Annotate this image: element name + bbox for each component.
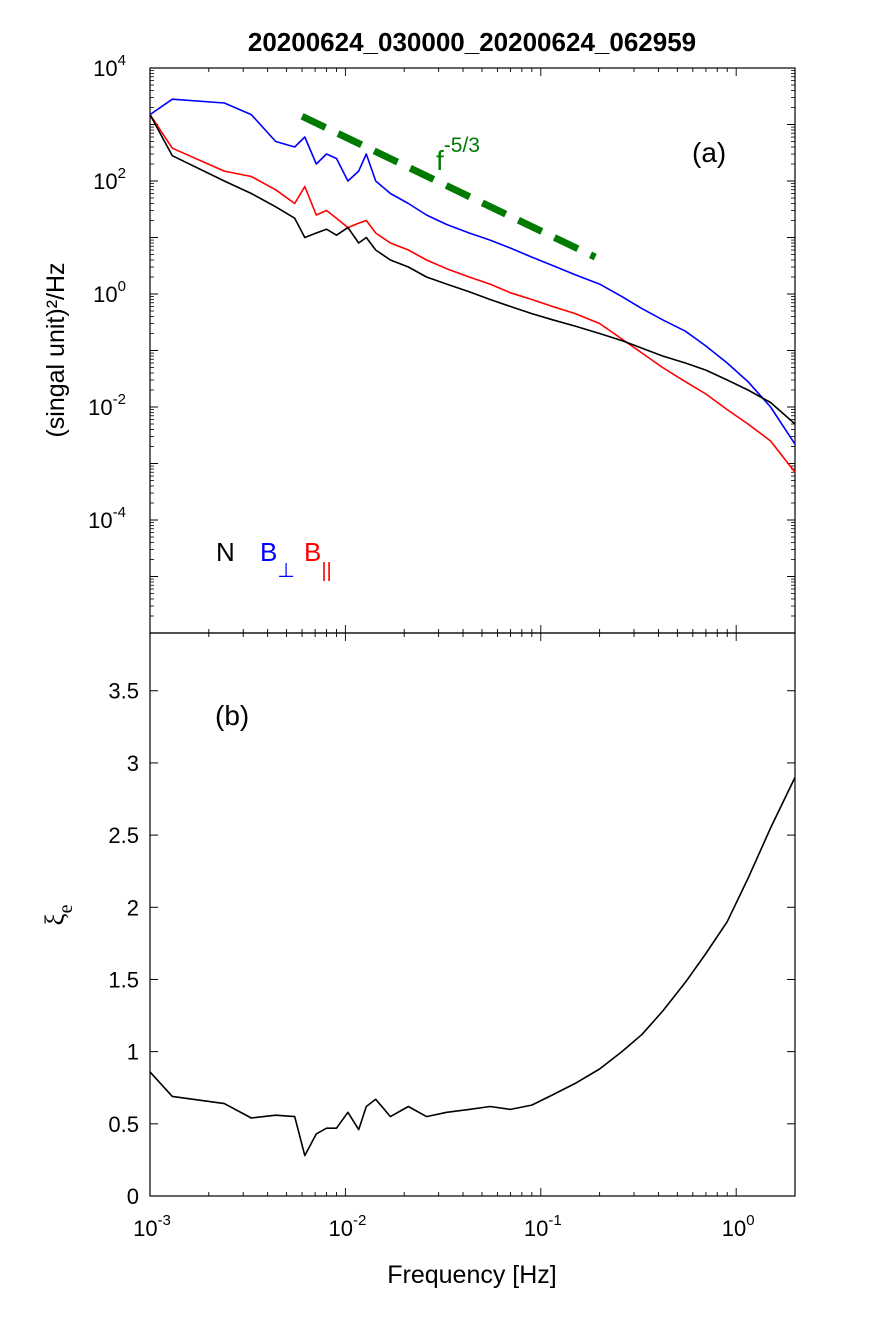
y-tick-label-b: 0 — [127, 1184, 139, 1209]
panel-b-frame — [149, 632, 796, 1197]
y-tick-label-a-base: 10 — [88, 395, 112, 420]
x-tick-label-base: 10 — [722, 1216, 746, 1241]
y-tick-label-b: 3 — [127, 751, 139, 776]
panel-a-series — [149, 98, 796, 473]
legend-entry-b-par-sub: || — [321, 560, 331, 582]
y-tick-label-a: 10-2 — [88, 391, 126, 420]
x-tick-label-base: 10 — [133, 1216, 157, 1241]
panel-b-label: (b) — [215, 700, 249, 731]
y-tick-label-a-base: 10 — [88, 508, 112, 533]
x-tick-label-exp: -3 — [158, 1212, 171, 1229]
y-tick-label-a-base: 10 — [93, 169, 117, 194]
x-tick-label-exp: 0 — [746, 1212, 754, 1229]
x-tick-label-base: 10 — [328, 1216, 352, 1241]
reference-slope-label-main: f — [436, 145, 444, 176]
panel-b-y-ticks: 0 0.5 1 1.5 2 2.5 3 3.5 — [108, 679, 795, 1209]
legend-entry-b-perp-sub: ⊥ — [277, 560, 294, 582]
chart-title: 20200624_030000_20200624_062959 — [248, 27, 696, 57]
series-line-a-0 — [149, 98, 796, 445]
y-tick-label-a-exp: 4 — [118, 52, 126, 69]
y-tick-label-a: 10-4 — [88, 504, 126, 533]
x-tick-label: 10-2 — [328, 1212, 366, 1241]
series-line-a-2 — [149, 114, 796, 425]
legend-entry-b-perp-main: B — [260, 537, 277, 567]
panel-b-x-ticks: 10-3 10-2 10-1 100 — [133, 633, 796, 1241]
reference-slope-line — [300, 113, 597, 261]
y-tick-label-a: 102 — [93, 165, 126, 194]
x-axis-label: Frequency [Hz] — [387, 1261, 557, 1289]
y-tick-label-b: 1.5 — [108, 967, 139, 992]
x-tick-label: 10-3 — [133, 1212, 171, 1241]
y-tick-label-b: 3.5 — [108, 679, 139, 704]
legend-entry-n-main: N — [216, 537, 235, 567]
legend-entry-n: N — [216, 537, 235, 567]
y-tick-label-a-base: 10 — [93, 56, 117, 81]
y-tick-label-a-exp: 0 — [118, 278, 126, 295]
reference-slope-label-exp: -5/3 — [444, 134, 480, 157]
x-tick-label: 100 — [722, 1212, 755, 1241]
y-tick-label-a-exp: -4 — [113, 504, 126, 521]
x-tick-label-exp: -2 — [353, 1212, 366, 1229]
reference-slope-label: f-5/3 — [436, 134, 480, 176]
panel-a-label: (a) — [692, 137, 726, 168]
reference-slope — [300, 113, 597, 261]
y-tick-label-b: 2 — [127, 895, 139, 920]
y-tick-label-a-exp: -2 — [113, 391, 126, 408]
panel-b-series — [149, 777, 796, 1157]
y-tick-label-b: 1 — [127, 1040, 139, 1065]
y-tick-label-b: 0.5 — [108, 1112, 139, 1137]
y-tick-label-a-exp: 2 — [118, 165, 126, 182]
x-tick-label-exp: -1 — [548, 1212, 561, 1229]
legend-entry-b-par: B|| — [304, 537, 332, 582]
series-line-a-1 — [149, 114, 796, 473]
x-tick-label: 10-1 — [524, 1212, 562, 1241]
y-tick-label-a-base: 10 — [93, 282, 117, 307]
legend-entry-b-perp: B⊥ — [260, 537, 295, 582]
y-tick-label-b: 2.5 — [108, 823, 139, 848]
panel-b-y-axis-label-sub: e — [55, 904, 77, 913]
x-tick-label-base: 10 — [524, 1216, 548, 1241]
legend-entry-b-par-main: B — [304, 537, 321, 567]
series-line-b-0 — [149, 777, 796, 1157]
legend: N B⊥ B|| — [216, 537, 332, 582]
y-tick-label-a: 104 — [93, 52, 126, 81]
panel-b-y-axis-label: ξe — [40, 904, 77, 925]
y-tick-label-a: 100 — [93, 278, 126, 307]
panel-a-y-axis-label: (singal unit)²/Hz — [42, 262, 70, 437]
panel-b: 00.511.522.533.5 10-3 10-2 10-1 100 (b) Fre… — [40, 632, 796, 1289]
panel-b-y-axis-label-main: ξ — [40, 913, 70, 925]
